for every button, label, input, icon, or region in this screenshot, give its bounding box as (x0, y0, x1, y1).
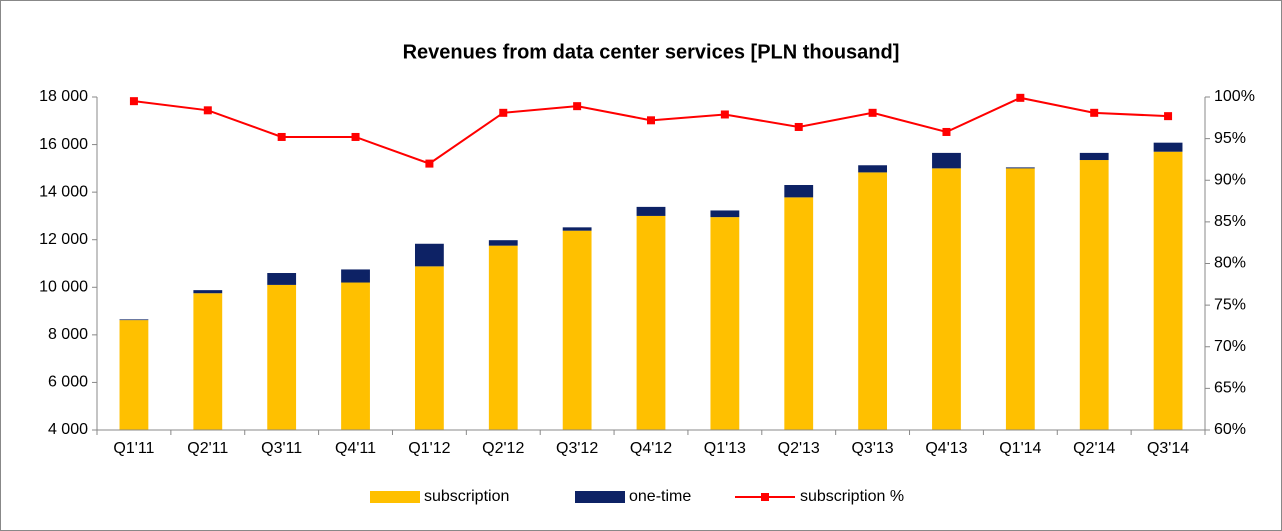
bar (1005, 167, 1035, 169)
bar (710, 217, 740, 430)
line-marker (129, 97, 138, 106)
bar (341, 282, 370, 430)
bar (488, 245, 518, 430)
y-tick-label: 14 000 (39, 183, 88, 200)
bar (636, 215, 666, 430)
y2-tick-label: 60% (1214, 421, 1246, 438)
bar (119, 319, 149, 321)
y2-tick-label: 85% (1214, 213, 1246, 230)
bar (1153, 151, 1183, 430)
bar (1153, 142, 1183, 152)
y2-tick-label: 75% (1214, 296, 1246, 313)
x-tick-label: Q2'11 (187, 440, 228, 457)
bar (414, 243, 444, 267)
bar (267, 284, 297, 430)
x-tick-label: Q1'14 (999, 440, 1041, 457)
line-marker (942, 127, 951, 136)
x-tick-label: Q3'11 (261, 440, 302, 457)
x-tick-label: Q2'12 (482, 440, 524, 457)
y2-tick-label: 70% (1214, 338, 1246, 355)
y-tick-label: 6 000 (48, 374, 88, 391)
bar (1005, 168, 1035, 430)
bar (932, 168, 961, 430)
y2-tick-label: 95% (1214, 130, 1246, 147)
line-marker (794, 122, 803, 131)
y2-tick-label: 100% (1214, 88, 1255, 105)
bar (1079, 152, 1109, 161)
line-marker (1164, 112, 1173, 121)
legend-swatch (370, 491, 420, 503)
line-marker (573, 102, 582, 111)
x-tick-label: Q2'14 (1073, 440, 1115, 457)
bar (341, 269, 370, 283)
legend-marker (761, 493, 769, 501)
bar (932, 152, 961, 169)
line-marker (277, 132, 286, 141)
bar (858, 172, 888, 431)
line-marker (1016, 93, 1025, 102)
x-tick-label: Q3'12 (556, 440, 598, 457)
x-tick-label: Q4'13 (925, 440, 967, 457)
x-tick-label: Q1'12 (408, 440, 450, 457)
x-tick-label: Q4'12 (630, 440, 672, 457)
x-tick-label: Q1'11 (113, 440, 154, 457)
bar (784, 185, 814, 198)
y-tick-label: 4 000 (48, 421, 88, 438)
bar (267, 273, 297, 285)
bar (119, 320, 149, 430)
y-tick-label: 10 000 (39, 279, 88, 296)
y-tick-label: 16 000 (39, 136, 88, 153)
bar (784, 197, 814, 430)
bar (562, 227, 592, 231)
bar (858, 165, 888, 173)
y-tick-label: 8 000 (48, 326, 88, 343)
bar (488, 240, 518, 246)
bar (562, 230, 592, 430)
bar (636, 206, 666, 216)
legend-swatch (575, 491, 625, 503)
y-tick-label: 12 000 (39, 231, 88, 248)
line-marker (351, 132, 360, 141)
chart-title: Revenues from data center services [PLN … (403, 41, 900, 63)
line-marker (868, 108, 877, 117)
line-marker (647, 116, 655, 125)
line-marker (203, 106, 212, 115)
line-marker (425, 159, 434, 168)
bar (710, 210, 740, 218)
x-tick-label: Q4'11 (335, 440, 376, 457)
bar (1079, 160, 1109, 430)
legend-label: subscription % (800, 488, 904, 505)
line-marker (1090, 108, 1099, 117)
x-tick-label: Q2'13 (778, 440, 820, 457)
legend-label: subscription (424, 488, 509, 505)
line-marker (499, 108, 508, 117)
y2-tick-label: 65% (1214, 380, 1246, 397)
y2-tick-label: 90% (1214, 171, 1246, 188)
bar (193, 290, 223, 294)
line-marker (720, 110, 729, 119)
bar (414, 266, 444, 430)
legend-label: one-time (629, 488, 691, 505)
y2-tick-label: 80% (1214, 255, 1246, 272)
x-tick-label: Q1'13 (704, 440, 746, 457)
x-tick-label: Q3'14 (1147, 440, 1189, 457)
x-tick-label: Q3'13 (851, 440, 893, 457)
y-tick-label: 18 000 (39, 88, 88, 105)
bar (193, 293, 223, 430)
